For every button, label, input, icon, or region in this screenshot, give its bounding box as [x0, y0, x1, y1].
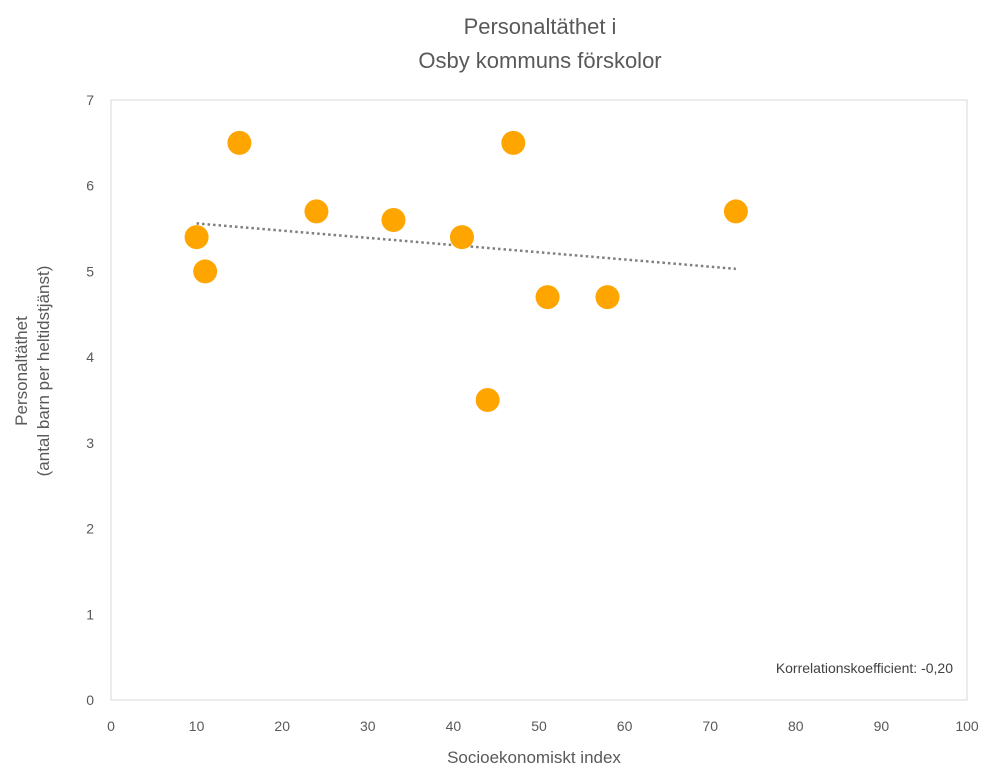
chart-title-line-1: Personaltäthet i — [464, 14, 617, 39]
y-tick-label: 7 — [86, 92, 94, 108]
x-axis-title: Socioekonomiskt index — [447, 748, 621, 767]
x-tick-label: 100 — [955, 718, 979, 734]
data-point — [193, 259, 218, 284]
y-tick-label: 5 — [86, 263, 94, 279]
y-tick-label: 1 — [86, 606, 94, 622]
data-point — [381, 208, 406, 232]
x-axis-ticks: 0 10 20 30 40 50 60 70 80 90 100 — [107, 718, 979, 734]
x-tick-label: 80 — [788, 718, 804, 734]
y-tick-label: 6 — [86, 178, 94, 194]
plot-area — [110, 99, 968, 701]
x-tick-label: 90 — [874, 718, 890, 734]
y-tick-label: 0 — [86, 692, 94, 708]
data-point — [227, 130, 252, 155]
data-point — [595, 285, 620, 310]
y-axis-title-line-1: Personaltäthet — [12, 316, 31, 426]
data-point — [535, 285, 560, 310]
y-axis-title-line-2: (antal barn per heltidstjänst) — [34, 266, 53, 477]
x-tick-label: 0 — [107, 718, 115, 734]
y-tick-label: 4 — [86, 349, 94, 365]
chart-title-line-2: Osby kommuns förskolor — [418, 48, 661, 73]
x-tick-label: 20 — [274, 718, 290, 734]
x-tick-label: 40 — [446, 718, 462, 734]
data-points — [184, 130, 748, 412]
x-tick-label: 70 — [702, 718, 718, 734]
x-tick-label: 30 — [360, 718, 376, 734]
y-tick-label: 2 — [86, 521, 94, 537]
data-point — [449, 225, 474, 250]
data-point — [184, 225, 209, 250]
y-axis-ticks: 0 1 2 3 4 5 6 7 — [86, 92, 94, 708]
correlation-annotation: Korrelationskoefficient: -0,20 — [776, 660, 953, 676]
y-tick-label: 3 — [86, 435, 94, 451]
data-point — [723, 199, 748, 224]
data-point — [304, 199, 329, 224]
data-point — [475, 388, 500, 412]
x-tick-label: 50 — [531, 718, 547, 734]
x-tick-label: 10 — [189, 718, 205, 734]
data-point — [501, 130, 526, 155]
x-tick-label: 60 — [617, 718, 633, 734]
